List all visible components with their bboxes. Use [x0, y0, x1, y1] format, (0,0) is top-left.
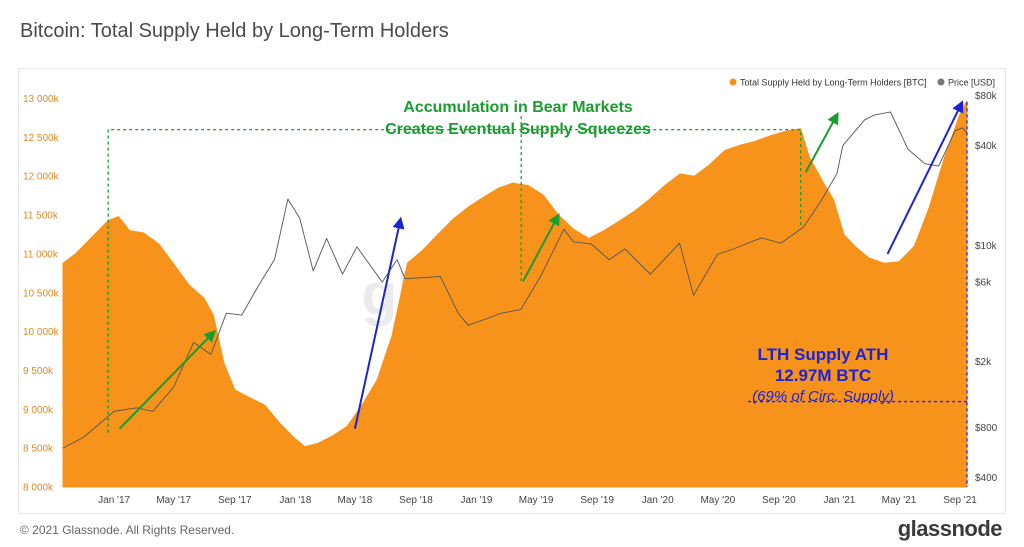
x-tick-label: May '21 — [882, 495, 917, 506]
green-arrow — [118, 329, 217, 430]
annotation-blue-line2: 12.97M BTC — [775, 366, 871, 385]
y-right-tick-label: $800 — [975, 423, 998, 434]
y-left-tick-label: 8 000k — [23, 483, 54, 494]
x-tick-label: Sep '21 — [943, 495, 977, 506]
y-left-tick-label: 12 000k — [23, 172, 60, 183]
x-tick-label: Jan '18 — [279, 495, 311, 506]
y-left-tick-label: 11 500k — [23, 211, 59, 222]
legend-swatch-supply — [729, 78, 737, 86]
x-tick-label: Sep '20 — [762, 495, 796, 506]
annotation-blue-line1: LTH Supply ATH — [758, 345, 889, 364]
y-right-tick-label: $40k — [975, 141, 998, 152]
page-title: Bitcoin: Total Supply Held by Long-Term … — [20, 20, 449, 42]
x-tick-label: Jan '17 — [98, 495, 130, 506]
brand-logo: glassnode — [897, 516, 1003, 541]
green-dashed-guide — [521, 128, 802, 227]
green-arrow — [522, 212, 560, 282]
price-polyline — [62, 111, 968, 449]
y-left-tick-label: 8 500k — [23, 444, 54, 455]
legend[interactable]: Total Supply Held by Long-Term Holders [… — [729, 78, 996, 88]
legend-label-supply: Total Supply Held by Long-Term Holders [… — [740, 78, 927, 88]
y-right-tick-label: $2k — [975, 357, 992, 368]
green-arrow — [804, 111, 839, 173]
annotation-blue-line3: (69% of Circ. Supply) — [752, 388, 894, 405]
blue-arrow — [353, 216, 405, 429]
chart-panel: glassnode Accumulation in Bear MarketsCr… — [18, 68, 1006, 514]
supply-area — [62, 100, 968, 488]
x-tick-label: Sep '17 — [218, 495, 252, 506]
green-dashed-guide — [107, 128, 522, 433]
y-left-tick-label: 9 000k — [23, 405, 54, 416]
y-left-tick-label: 10 500k — [23, 288, 60, 299]
axes: 8 000k 8 500k 9 000k 9 500k 10 000k 10 500k 11… — [23, 91, 998, 506]
y-left-tick-label: 11 000k — [23, 249, 59, 260]
annotation-green-line1: Accumulation in Bear Markets — [403, 99, 633, 116]
chart-svg: glassnode Accumulation in Bear MarketsCr… — [23, 78, 998, 507]
annotations: Accumulation in Bear Markets Creates Even… — [107, 99, 968, 487]
x-tick-label: Jan '21 — [823, 495, 855, 506]
y-left-tick-label: 13 000k — [23, 94, 60, 105]
x-tick-label: May '17 — [156, 495, 191, 506]
y-right-tick-label: $400 — [975, 473, 998, 484]
supply-area-path — [62, 100, 968, 488]
x-tick-label: Sep '18 — [399, 495, 433, 506]
x-tick-label: Jan '19 — [461, 495, 493, 506]
legend-label-price: Price [USD] — [948, 78, 995, 88]
y-left-tick-label: 10 000k — [23, 327, 60, 338]
y-right-tick-label: $6k — [975, 278, 992, 289]
annotation-green-line2: Creates Eventual Supply Squeezes — [385, 121, 651, 138]
x-tick-label: Sep '19 — [580, 495, 614, 506]
legend-swatch-price — [937, 78, 945, 86]
price-line — [62, 111, 968, 449]
y-right-tick-label: $80k — [975, 91, 998, 102]
x-tick-label: May '20 — [700, 495, 735, 506]
copyright-text: © 2021 Glassnode. All Rights Reserved. — [20, 523, 235, 537]
y-right-tick-label: $10k — [975, 241, 998, 252]
x-tick-label: Jan '20 — [642, 495, 674, 506]
x-tick-label: May '19 — [519, 495, 554, 506]
y-left-tick-label: 12 500k — [23, 133, 60, 144]
blue-arrow — [886, 100, 964, 255]
y-left-tick-label: 9 500k — [23, 366, 54, 377]
x-tick-label: May '18 — [338, 495, 373, 506]
